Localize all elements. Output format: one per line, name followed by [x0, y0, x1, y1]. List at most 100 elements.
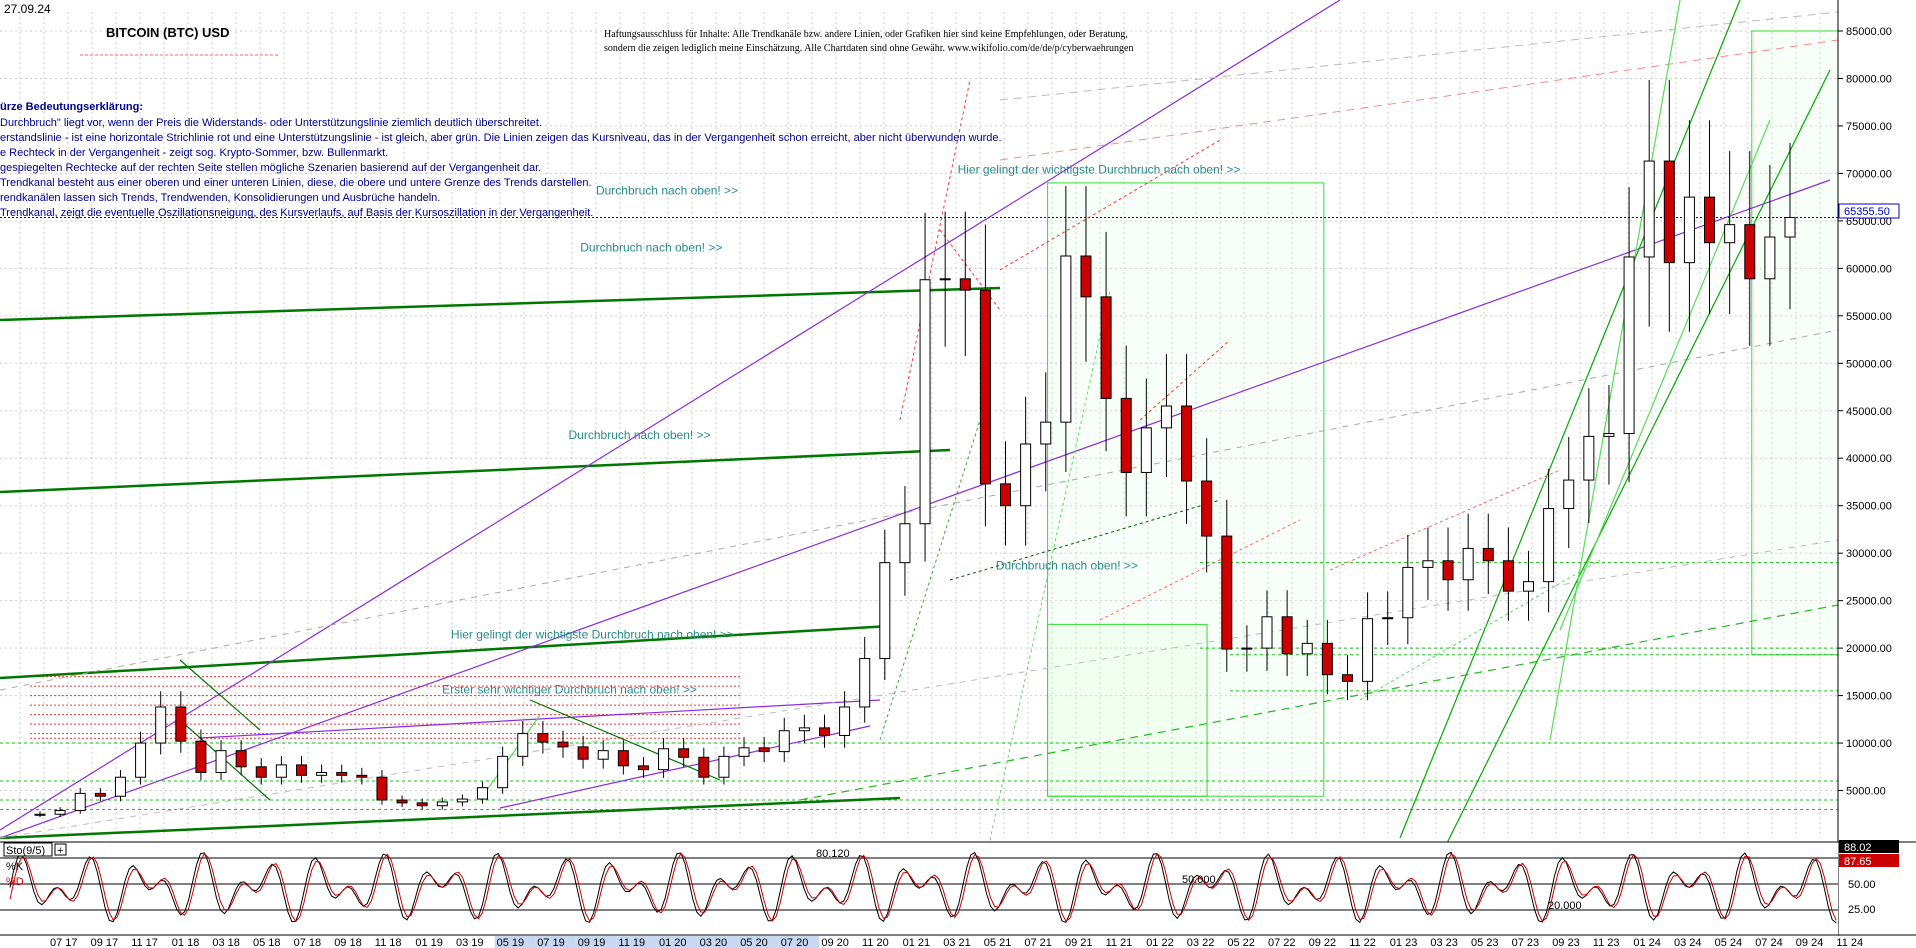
candle-body [1603, 433, 1615, 437]
time-tick-label: 03 18 [212, 937, 240, 948]
candle-body [1060, 255, 1072, 423]
trend-line [1099, 519, 1301, 621]
candle-body [879, 562, 891, 660]
price-tick-label: 75000.00 [1846, 121, 1892, 133]
time-tick-label: 07 22 [1268, 937, 1296, 948]
time-tick-label: 11 23 [1593, 937, 1620, 948]
time-tick-label: 09 22 [1309, 937, 1337, 948]
time-tick-label: 05 24 [1715, 937, 1743, 948]
oscillator-d-label: %D [6, 876, 24, 888]
oscillator-background [0, 842, 1838, 938]
candle-body [1523, 581, 1535, 592]
candle-body [74, 792, 86, 811]
plus-icon: + [57, 845, 63, 857]
candle-body [1482, 547, 1494, 562]
oscillator-label-box [3, 842, 53, 857]
candle-body [1543, 508, 1555, 583]
time-tick-label: 07 19 [537, 937, 565, 948]
disclaimer-line-1: Haftungsausschluss für Inhalte: Alle Tre… [604, 29, 1128, 40]
time-tick-label: 05 23 [1471, 937, 1499, 948]
price-tick-label: 85000.00 [1846, 26, 1892, 38]
trend-line [989, 289, 1111, 841]
osc-k-value-box [1839, 840, 1899, 853]
candle-body [1724, 224, 1736, 244]
candle-body [899, 523, 911, 564]
candle-body [1241, 647, 1253, 650]
candle-body [1643, 160, 1655, 258]
candle-body [839, 706, 851, 736]
candle-body [295, 764, 307, 776]
time-tick-label: 07 20 [781, 937, 809, 948]
candle-body [436, 801, 448, 807]
candle-body [1120, 397, 1132, 473]
candle-body [1784, 217, 1796, 238]
candle-body [1201, 480, 1213, 537]
legend-line: Trendkanal, zeigt die eventuelle Oszilla… [0, 207, 593, 219]
price-axis-ticks: 5000.00 10000.00 15000.00 20000.00 25000.00 3… [1838, 26, 1892, 798]
time-tick-label: 05 21 [984, 937, 1012, 948]
legend-line: erstandslinie - ist eine horizontale Str… [0, 132, 1002, 144]
oscillator-label: Sto(9/5) [6, 845, 45, 857]
time-tick-label: 05 18 [253, 937, 281, 948]
candle-body [557, 741, 569, 748]
candle-body [617, 750, 629, 767]
legend-heading: ürze Bedeutungserklärung: [0, 101, 143, 113]
legend-line: Trendkanal besteht aus einer oberen und … [0, 177, 592, 189]
candle-body [718, 755, 730, 778]
candle-body [517, 733, 529, 757]
candle-body [658, 748, 670, 771]
trend-line [1559, 119, 1771, 631]
time-tick-label: 11 22 [1349, 937, 1376, 948]
breakout-label: Durchbruch nach oben! >> [996, 558, 1138, 572]
time-tick-label: 09 24 [1796, 937, 1824, 948]
candle-body [1261, 616, 1273, 649]
candle-body [396, 799, 408, 804]
price-axis-background [1838, 0, 1916, 948]
time-axis-highlight [494, 936, 536, 948]
osc-axis-tick-50: 50.00 [1848, 879, 1876, 891]
osc-level-label-50: 50.000 [1182, 874, 1216, 886]
time-tick-label: 01 21 [903, 937, 931, 948]
candle-body [1341, 674, 1353, 682]
trend-line [1549, 0, 1681, 741]
candle-body [1402, 566, 1414, 619]
legend-line: Durchbruch" liegt vor, wenn der Preis di… [0, 117, 542, 129]
time-axis-highlight [535, 936, 576, 948]
disclaimer-line-2: sondern die zeigen lediglich meine Einsc… [604, 43, 1133, 54]
oscillator-lines [9, 851, 1837, 924]
candle-body [135, 742, 147, 778]
price-tick-label: 40000.00 [1846, 453, 1892, 465]
scenario-boxes [1047, 30, 1916, 797]
oscillator-expand-button[interactable] [54, 843, 67, 856]
candle-body [1181, 405, 1193, 482]
price-tick-label: 5000.00 [1846, 786, 1886, 798]
price-tick-label: 10000.00 [1846, 738, 1892, 750]
osc-level-label-20: 20.000 [1548, 900, 1582, 912]
candle-body [1362, 618, 1374, 682]
scenario-box [1047, 182, 1325, 797]
legend-line: rendkanälen lassen sich Trends, Trendwen… [0, 192, 440, 204]
candle-body [1321, 642, 1333, 676]
candle-body [758, 747, 770, 753]
trend-line [879, 419, 981, 741]
candle-body [1683, 196, 1695, 264]
candle-body [356, 774, 368, 778]
time-tick-label: 07 18 [294, 937, 322, 948]
time-tick-label: 03 21 [943, 937, 971, 948]
time-axis-background [0, 936, 1916, 948]
chart-date: 27.09.24 [4, 2, 51, 16]
time-tick-label: 01 22 [1146, 937, 1174, 948]
candle-body [818, 727, 830, 736]
trend-line [949, 499, 1221, 581]
breakout-label: Hier gelingt der wichtigste Durchbruch n… [451, 628, 734, 642]
time-tick-label: 01 18 [172, 937, 200, 948]
trend-lines [0, 0, 1839, 939]
time-tick-label: 01 20 [659, 937, 687, 948]
candle-body [54, 809, 66, 815]
time-tick-label: 07 23 [1512, 937, 1540, 948]
oscillator-d-line [9, 852, 1837, 923]
time-tick-label: 11 20 [862, 937, 889, 948]
time-tick-label: 09 17 [91, 937, 119, 948]
time-tick-label: 01 19 [415, 937, 443, 948]
